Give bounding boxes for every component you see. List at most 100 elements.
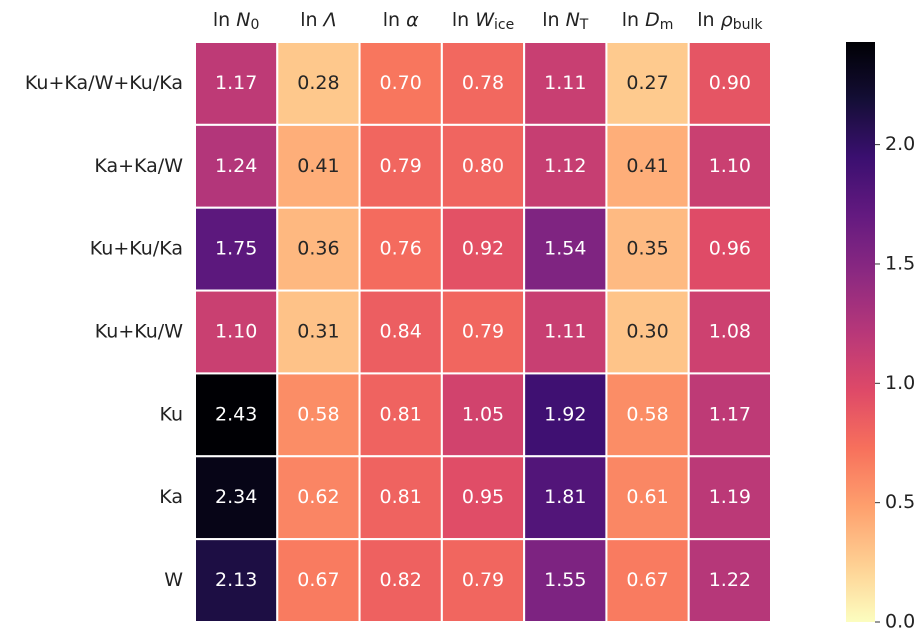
cell-label: 0.58 — [626, 403, 668, 425]
column-label-subscript: 0 — [250, 17, 259, 33]
column-label: ln NT — [542, 9, 589, 34]
cell-label: 2.13 — [215, 569, 257, 591]
cell-label: 0.30 — [626, 321, 668, 343]
column-label-symbol: N — [566, 9, 580, 31]
cell-label: 0.27 — [626, 72, 668, 94]
heatmap-cell — [194, 538, 279, 624]
heatmap-cell — [194, 41, 279, 126]
cell-label: 0.36 — [297, 238, 339, 260]
column-label-prefix: ln — [697, 9, 714, 31]
heatmap-cell — [276, 455, 361, 541]
cell-label: 1.05 — [462, 403, 504, 425]
column-label-symbol: α — [406, 9, 419, 31]
cell-label: 2.43 — [215, 403, 257, 425]
cell-label: 0.84 — [380, 321, 422, 343]
cell-label: 0.67 — [297, 569, 339, 591]
heatmap-cell — [440, 538, 526, 624]
heatmap-cell — [194, 455, 279, 541]
cell-label: 0.28 — [297, 72, 339, 94]
cell-label: 0.58 — [297, 403, 339, 425]
cell-label: 0.31 — [297, 321, 339, 343]
cell-label: 0.62 — [297, 486, 339, 508]
column-label-subscript: T — [579, 17, 589, 33]
row-label: Ku+Ka/W+Ku/Ka — [25, 72, 183, 94]
column-label-symbol: ρ — [721, 9, 733, 31]
cell-label: 1.24 — [215, 155, 257, 177]
cell-label: 0.61 — [626, 486, 668, 508]
cell-label: 1.19 — [709, 486, 751, 508]
column-label-subscript: ice — [494, 17, 514, 33]
cell-label: 0.81 — [380, 486, 422, 508]
heatmap-cell — [358, 372, 443, 458]
column-label-symbol: D — [645, 9, 660, 31]
heatmap-cell — [358, 206, 443, 292]
cell-label: 1.54 — [544, 238, 586, 260]
heatmap-cell — [358, 123, 443, 209]
heatmap-cell — [687, 538, 773, 624]
column-label: ln Λ — [300, 9, 336, 31]
cell-label: 0.79 — [380, 155, 422, 177]
colorbar-tick-label: 1.5 — [885, 252, 915, 274]
heatmap-cell — [687, 289, 773, 375]
cell-label: 0.76 — [380, 238, 422, 260]
column-label-prefix: ln — [542, 9, 559, 31]
column-label: ln Dm — [622, 9, 674, 34]
heatmap-cell — [276, 289, 361, 375]
heatmap-cell — [276, 206, 361, 292]
column-label: ln ρbulk — [697, 9, 763, 34]
heatmap-cell — [605, 41, 690, 126]
column-label-prefix: ln — [452, 9, 469, 31]
row-label: Ka — [159, 486, 183, 508]
cell-label: 0.96 — [709, 238, 751, 260]
cell-label: 0.41 — [626, 155, 668, 177]
cell-label: 1.11 — [544, 72, 586, 94]
heatmap-cell — [605, 289, 690, 375]
column-label-prefix: ln — [300, 9, 317, 31]
heatmap-cell — [358, 538, 443, 624]
cell-label: 0.67 — [626, 569, 668, 591]
heatmap-cell — [194, 289, 279, 375]
cell-label: 1.12 — [544, 155, 586, 177]
heatmap-cell — [523, 538, 608, 624]
cell-label: 0.82 — [380, 569, 422, 591]
cell-label: 0.70 — [380, 72, 422, 94]
heatmap-cell — [523, 455, 608, 541]
column-label: ln N0 — [213, 9, 260, 34]
heatmap-cell — [605, 538, 690, 624]
colorbar-tick-label: 1.0 — [885, 372, 915, 394]
row-label: Ku — [159, 403, 183, 425]
heatmap-cell — [194, 123, 279, 209]
cell-label: 1.08 — [709, 321, 751, 343]
colorbar-tick-label: 0.5 — [885, 491, 915, 513]
cell-label: 1.81 — [544, 486, 586, 508]
cell-label: 0.95 — [462, 486, 504, 508]
heatmap-cell — [687, 123, 773, 209]
heatmap-cell — [523, 206, 608, 292]
heatmap-cell — [440, 206, 526, 292]
heatmap-cell — [523, 123, 608, 209]
cell-label: 0.35 — [626, 238, 668, 260]
heatmap-cell — [194, 372, 279, 458]
column-label-subscript: bulk — [733, 17, 764, 33]
column-label: ln α — [383, 9, 419, 31]
cell-label: 0.41 — [297, 155, 339, 177]
cell-label: 0.81 — [380, 403, 422, 425]
column-label-symbol: Λ — [322, 9, 337, 31]
cell-label: 1.10 — [215, 321, 257, 343]
column-label-prefix: ln — [383, 9, 400, 31]
cell-label: 0.79 — [462, 321, 504, 343]
cell-label: 1.17 — [709, 403, 751, 425]
cell-label: 0.79 — [462, 569, 504, 591]
column-label-symbol: W — [475, 9, 495, 31]
heatmap-cell — [687, 206, 773, 292]
cell-label: 1.11 — [544, 321, 586, 343]
cell-label: 0.80 — [462, 155, 504, 177]
cell-label: 1.17 — [215, 72, 257, 94]
column-label-symbol: N — [236, 9, 250, 31]
cell-label: 0.90 — [709, 72, 751, 94]
row-label: Ku+Ku/Ka — [90, 238, 183, 260]
column-label: ln Wice — [452, 9, 514, 34]
cell-label: 1.92 — [544, 403, 586, 425]
colorbar — [846, 42, 875, 622]
